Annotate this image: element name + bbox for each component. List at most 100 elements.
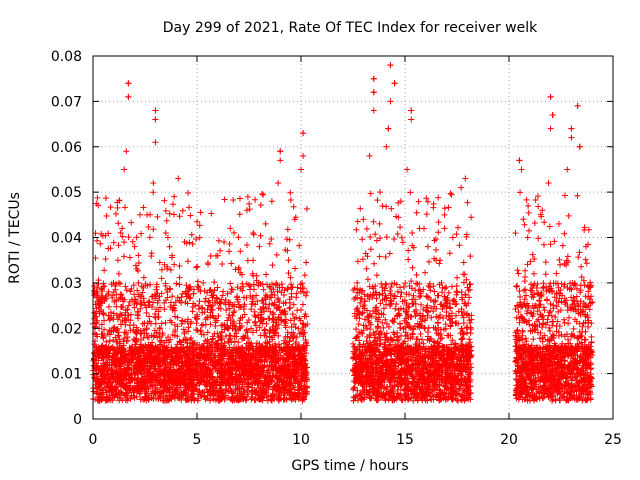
data-point (286, 236, 293, 243)
data-point (217, 305, 224, 312)
data-point (353, 326, 360, 333)
data-point (398, 289, 405, 296)
data-point (218, 322, 225, 329)
data-point (170, 304, 177, 311)
data-point (196, 298, 203, 305)
data-point (236, 211, 243, 218)
data-point (200, 321, 207, 328)
data-point (172, 326, 179, 333)
data-point (243, 241, 250, 248)
data-point (445, 204, 452, 211)
data-point (208, 210, 215, 217)
data-point (379, 202, 386, 209)
data-point (354, 218, 361, 225)
data-point (214, 284, 221, 291)
data-point (409, 229, 416, 236)
data-point (299, 301, 306, 308)
data-point (127, 396, 134, 403)
data-point (102, 195, 109, 202)
data-point (352, 294, 359, 301)
data-point (126, 254, 133, 261)
data-point (409, 264, 416, 271)
data-point (441, 225, 448, 232)
data-point (284, 226, 291, 233)
data-point (176, 263, 183, 270)
data-point (281, 287, 288, 294)
data-point (170, 201, 177, 208)
data-point (241, 334, 248, 341)
data-point (189, 240, 196, 247)
data-point (122, 283, 129, 290)
data-point (198, 322, 205, 329)
data-point (295, 325, 302, 332)
grid-lines (93, 56, 613, 419)
data-point (373, 295, 380, 302)
data-point (246, 206, 253, 213)
data-point (198, 393, 205, 400)
data-point (94, 237, 101, 244)
data-point (425, 258, 432, 265)
data-point (140, 334, 147, 341)
data-point (397, 224, 404, 231)
data-point (298, 306, 305, 313)
data-point (237, 248, 244, 255)
data-point (410, 292, 417, 299)
data-point (226, 240, 233, 247)
data-point (278, 317, 285, 324)
data-point (114, 204, 121, 211)
data-point (133, 234, 140, 241)
data-point (207, 252, 214, 259)
data-point (266, 315, 273, 322)
data-point (275, 332, 282, 339)
data-point (166, 243, 173, 250)
data-point (125, 234, 132, 241)
data-point (195, 306, 202, 313)
data-point (386, 287, 393, 294)
data-point (126, 322, 133, 329)
data-point (432, 236, 439, 243)
data-point (179, 207, 186, 214)
data-point (286, 305, 293, 312)
data-point (374, 197, 381, 204)
data-point (392, 305, 399, 312)
data-point (121, 239, 128, 246)
data-point (118, 304, 125, 311)
data-point (263, 320, 270, 327)
data-point (464, 199, 471, 206)
data-point (118, 321, 125, 328)
data-point (202, 298, 209, 305)
data-point (229, 312, 236, 319)
data-point (117, 311, 124, 318)
data-point (187, 212, 194, 219)
data-point (171, 261, 178, 268)
data-point (244, 193, 251, 200)
data-point (161, 197, 168, 204)
data-point (147, 281, 154, 288)
data-point (101, 326, 108, 333)
data-point (188, 231, 195, 238)
data-point (207, 397, 214, 404)
data-point (211, 279, 218, 286)
data-point (156, 293, 163, 300)
data-point (250, 231, 257, 238)
data-point (204, 329, 211, 336)
data-point (273, 251, 280, 258)
data-point (90, 388, 97, 395)
data-point (382, 280, 389, 287)
data-point (246, 200, 253, 207)
data-point (95, 277, 102, 284)
data-point (351, 296, 358, 303)
data-point (163, 217, 170, 224)
data-point (432, 246, 439, 253)
data-point (266, 240, 273, 247)
data-point (280, 292, 287, 299)
data-point (102, 256, 109, 263)
data-point (303, 205, 310, 212)
data-point (263, 271, 270, 278)
data-point (184, 340, 191, 347)
data-point (132, 262, 139, 269)
data-point (287, 274, 294, 281)
data-point (296, 242, 303, 249)
data-point (248, 306, 255, 313)
data-point (153, 286, 160, 293)
